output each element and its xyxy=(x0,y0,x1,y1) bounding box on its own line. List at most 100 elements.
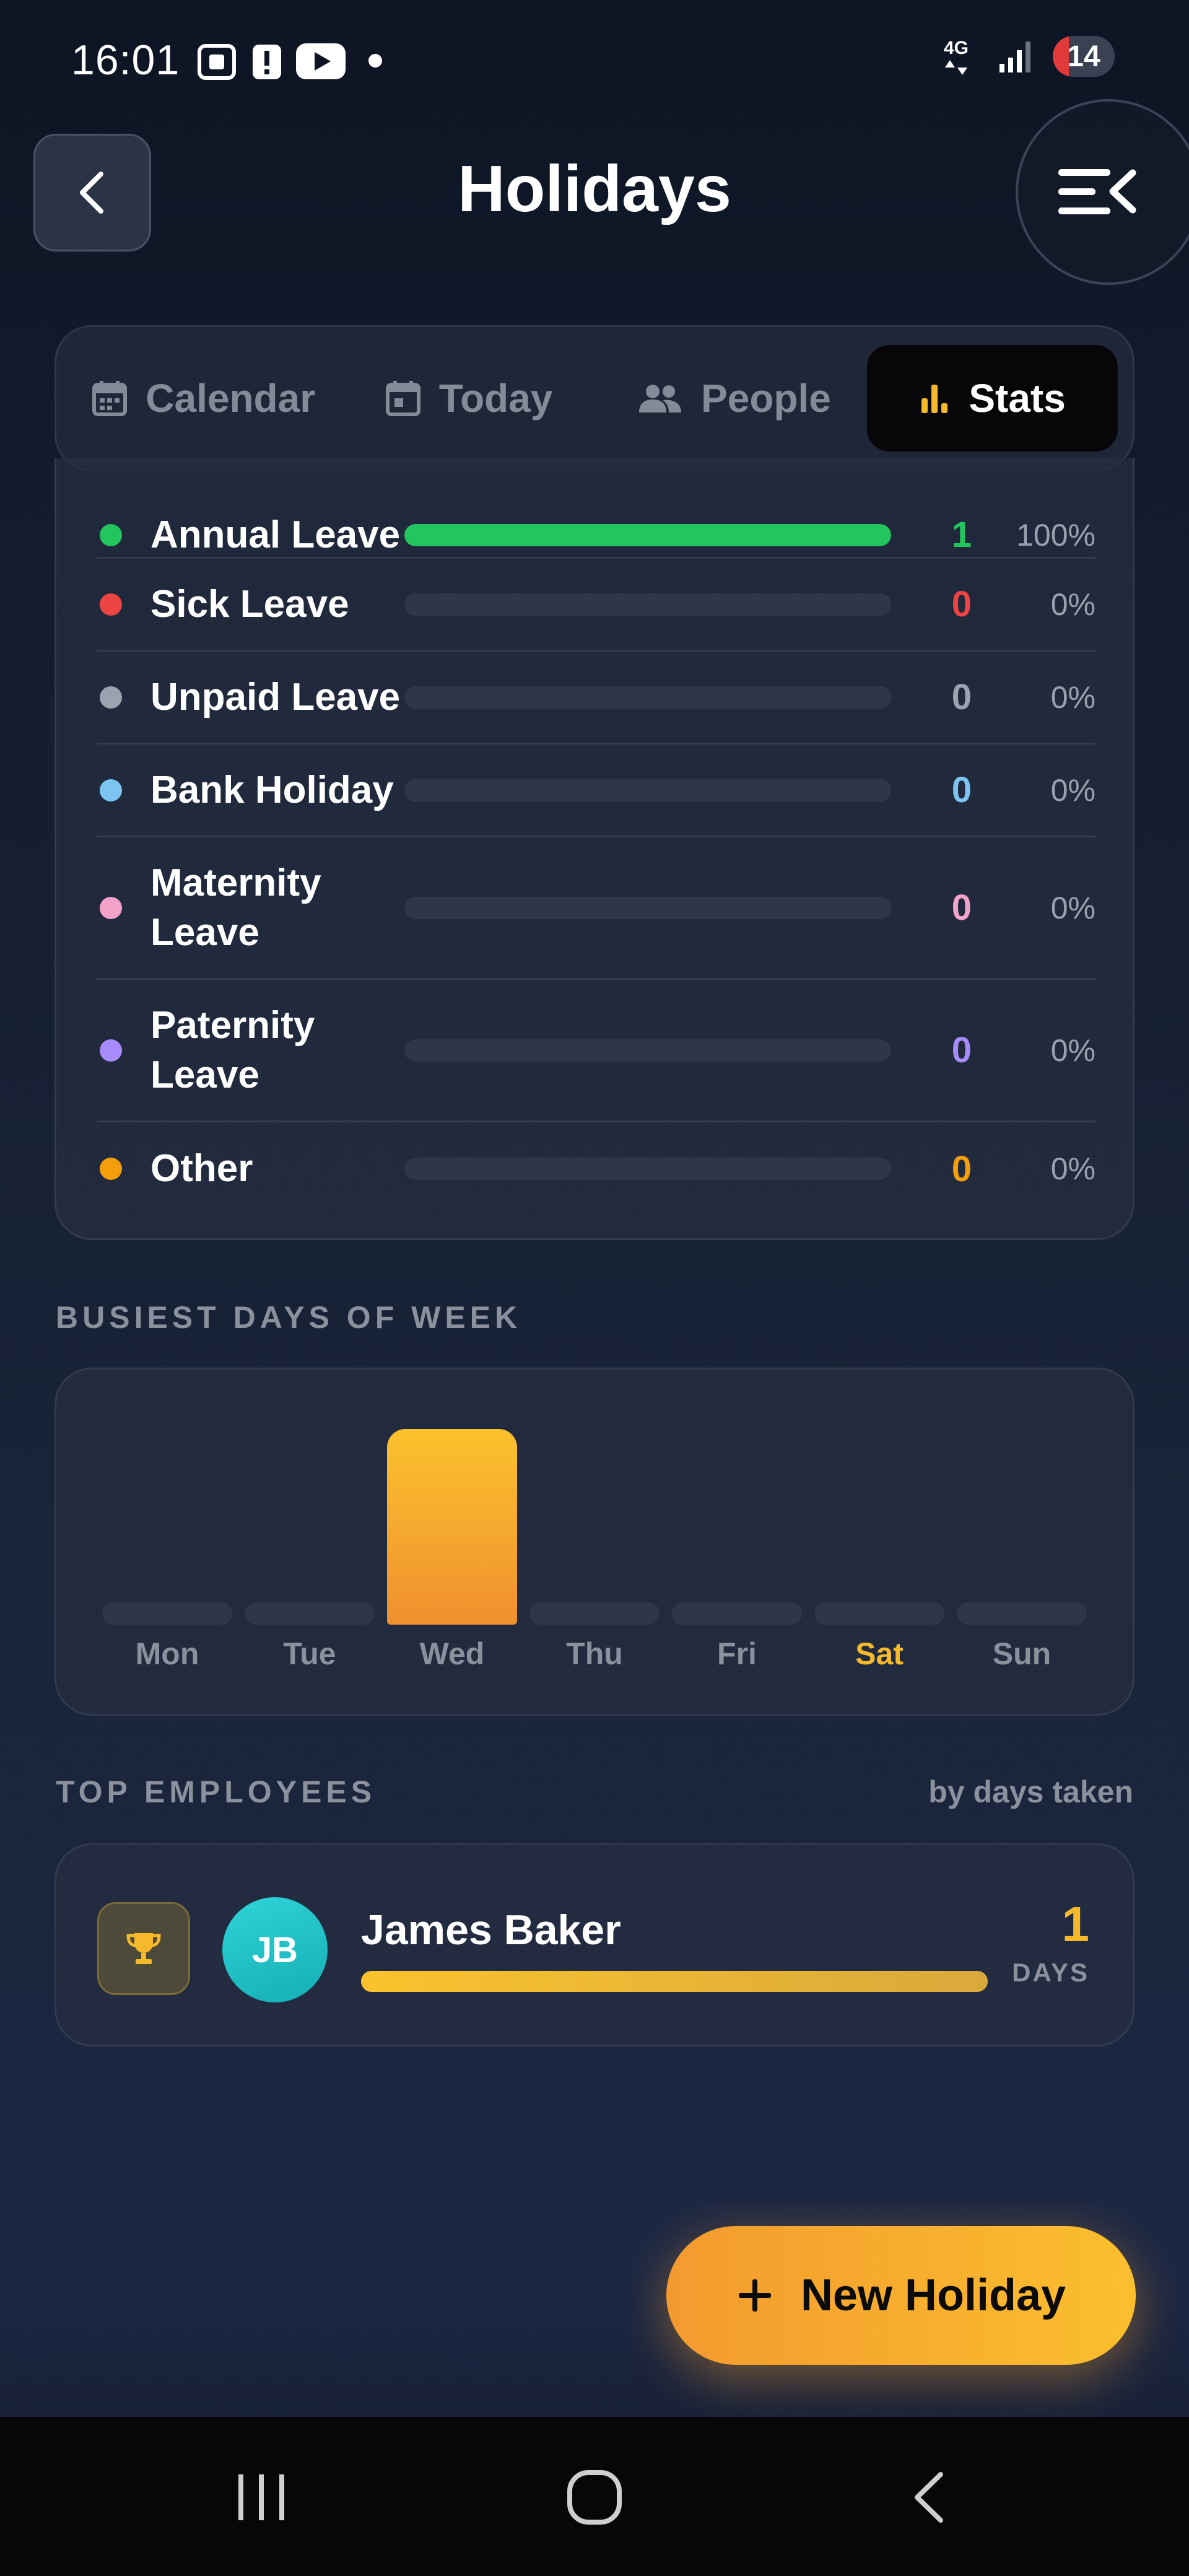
screenshot-icon xyxy=(198,44,236,80)
new-holiday-button[interactable]: New Holiday xyxy=(666,2226,1136,2365)
leave-label: Unpaid Leave xyxy=(150,675,401,718)
day-column-mon: Mon xyxy=(102,1369,232,1714)
leave-row-bank-holiday: Bank Holiday 0 0% xyxy=(97,744,1095,837)
leave-dot xyxy=(100,1158,122,1180)
leave-row-annual: Annual Leave 1 100% xyxy=(97,512,1095,559)
rank-badge xyxy=(97,1902,190,1995)
leave-bar-fill xyxy=(404,524,891,546)
leave-dot xyxy=(100,1039,122,1062)
leave-count: 1 xyxy=(951,515,972,555)
day-column-sat: Sat xyxy=(814,1369,944,1714)
battery-level: 14 xyxy=(1067,40,1100,73)
day-bar xyxy=(387,1429,517,1625)
leave-bar xyxy=(404,779,891,801)
employee-days-bar xyxy=(361,1971,988,1992)
network-label: 4G xyxy=(944,38,969,58)
system-back-button[interactable] xyxy=(867,2454,991,2541)
leave-row-unpaid: Unpaid Leave 0 0% xyxy=(97,652,1095,744)
tab-people[interactable]: People xyxy=(602,345,867,452)
leave-count: 0 xyxy=(951,888,972,928)
leave-bar xyxy=(404,593,891,616)
new-holiday-label: New Holiday xyxy=(800,2271,1066,2320)
tab-stats-label: Stats xyxy=(969,376,1066,421)
leave-dot xyxy=(100,593,122,616)
system-navigation-bar xyxy=(0,2417,1189,2576)
home-icon xyxy=(567,2470,622,2525)
day-label: Sun xyxy=(992,1636,1052,1671)
leave-percent: 0% xyxy=(1050,587,1095,622)
leave-label: Sick Leave xyxy=(150,582,349,626)
employee-days-unit: DAYS xyxy=(1012,1958,1089,1987)
leave-label: Bank Holiday xyxy=(150,768,394,811)
day-column-sun: Sun xyxy=(957,1369,1087,1714)
leave-row-sick: Sick Leave 0 0% xyxy=(97,559,1095,652)
network-4g-icon: 4G xyxy=(944,38,969,75)
leave-count: 0 xyxy=(951,770,972,810)
busiest-days-chart: Mon Tue Wed Thu Fri Sat Sun xyxy=(54,1368,1135,1716)
employee-row[interactable]: JB James Baker 1 DAYS xyxy=(54,1843,1135,2046)
status-bar: 16:01 4G 14 xyxy=(0,0,1189,124)
recent-apps-button[interactable] xyxy=(199,2454,323,2541)
leave-percent: 100% xyxy=(1016,518,1095,552)
leave-row-maternity: Maternity Leave 0 0% xyxy=(97,837,1095,980)
leave-label: Maternity Leave xyxy=(150,861,321,954)
day-column-fri: Fri xyxy=(672,1369,802,1714)
calendar-day-icon xyxy=(385,381,420,416)
leave-dot xyxy=(100,896,122,919)
leave-row-paternity: Paternity Leave 0 0% xyxy=(97,980,1095,1122)
avatar: JB xyxy=(222,1897,328,2002)
leave-count: 0 xyxy=(951,1148,972,1189)
leave-percent: 0% xyxy=(1050,890,1095,925)
leave-count: 0 xyxy=(951,1030,972,1070)
menu-button[interactable] xyxy=(1016,99,1189,285)
leave-dot xyxy=(100,524,122,546)
day-label: Tue xyxy=(283,1636,336,1671)
tab-today-label: Today xyxy=(438,376,553,421)
day-bar-track xyxy=(529,1602,660,1625)
tab-calendar[interactable]: Calendar xyxy=(71,345,336,452)
leave-label: Other xyxy=(150,1147,253,1190)
people-icon xyxy=(639,385,682,413)
leave-dot xyxy=(100,779,122,801)
calendar-icon xyxy=(92,381,128,416)
page-title: Holidays xyxy=(458,152,731,225)
leave-count: 0 xyxy=(951,584,972,624)
trophy-icon xyxy=(126,1933,161,1964)
alert-icon xyxy=(253,45,281,79)
back-button[interactable] xyxy=(33,134,151,251)
leave-type-breakdown: Annual Leave 1 100% Sick Leave 0 0% Unpa… xyxy=(54,458,1135,1240)
bar-chart-icon xyxy=(921,385,948,413)
day-label: Mon xyxy=(135,1636,199,1671)
day-label: Fri xyxy=(717,1636,757,1671)
day-bar-track xyxy=(672,1602,802,1625)
tab-people-label: People xyxy=(701,376,831,421)
plus-icon xyxy=(738,2279,771,2312)
employee-name: James Baker xyxy=(361,1906,621,1954)
home-button[interactable] xyxy=(533,2454,656,2541)
tab-calendar-label: Calendar xyxy=(146,376,316,421)
leave-bar xyxy=(404,524,891,546)
day-bar-track xyxy=(102,1602,232,1625)
leave-label: Paternity Leave xyxy=(150,1003,315,1096)
day-bar-track xyxy=(814,1602,944,1625)
leave-bar xyxy=(404,686,891,709)
notification-dot-icon xyxy=(368,54,382,68)
status-time: 16:01 xyxy=(71,37,180,84)
leave-bar xyxy=(404,1039,891,1062)
top-employees-subheading: by days taken xyxy=(928,1775,1133,1809)
chevron-left-icon xyxy=(80,172,103,214)
leave-percent: 0% xyxy=(1050,1151,1095,1186)
menu-collapse-icon xyxy=(1058,169,1136,214)
tab-stats[interactable]: Stats xyxy=(867,345,1118,452)
employee-days-value: 1 xyxy=(1061,1897,1090,1952)
leave-row-other: Other 0 0% xyxy=(97,1122,1095,1215)
day-column-wed: Wed xyxy=(387,1369,517,1714)
battery-indicator: 14 xyxy=(1053,36,1115,77)
back-icon xyxy=(915,2472,943,2523)
day-label: Wed xyxy=(419,1636,485,1671)
signal-icon xyxy=(1000,41,1030,72)
day-label: Thu xyxy=(566,1636,623,1671)
tab-today[interactable]: Today xyxy=(336,345,601,452)
leave-label: Annual Leave xyxy=(150,513,401,556)
recent-apps-icon xyxy=(238,2474,284,2520)
